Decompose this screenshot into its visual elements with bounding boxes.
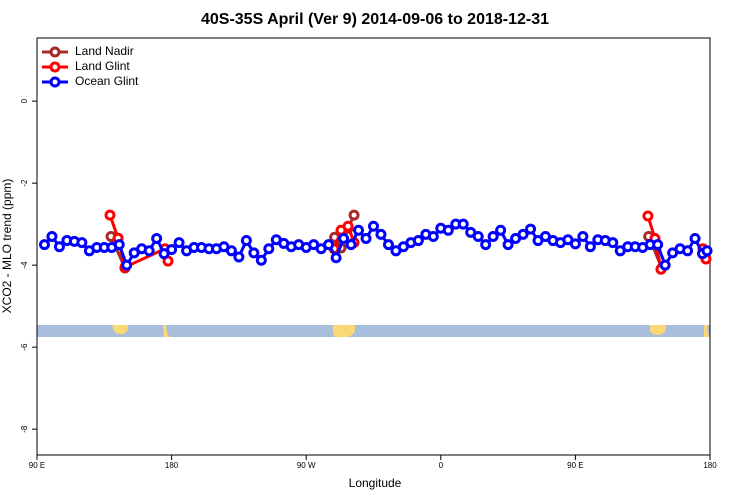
data-point [166,244,178,256]
legend-label: Ocean Glint [75,74,139,88]
land-patch [650,325,666,335]
data-point [442,224,454,236]
legend-label: Land Glint [75,59,130,73]
data-point [382,239,394,251]
data-point [338,233,350,245]
data-point [480,239,492,251]
data-point [345,239,357,251]
data-point [248,247,260,259]
y-tick-label: 0 [20,98,29,103]
data-point [121,259,133,271]
data-point [584,241,596,253]
data-point [330,252,342,264]
x-tick-label: 90 W [297,461,316,470]
y-tick-label: -8 [20,425,29,433]
data-point [659,259,671,271]
data-point [472,230,484,242]
data-point [143,245,155,257]
data-point [517,228,529,240]
data-point [342,220,354,232]
data-point [502,239,514,251]
data-point [577,230,589,242]
legend-label: Land Nadir [75,44,134,58]
data-point [233,251,245,263]
y-tick-label: -2 [20,179,29,187]
data-point [53,241,65,253]
data-point [46,230,58,242]
x-tick-label: 90 E [29,461,45,470]
data-point [151,233,163,245]
data-point [457,218,469,230]
legend-marker [49,76,61,88]
data-point [255,254,267,266]
data-point [113,239,125,251]
data-point [225,245,237,257]
data-point [525,223,537,235]
data-point [427,230,439,242]
data-point [607,237,619,249]
x-tick-label: 180 [165,461,179,470]
data-point [487,230,499,242]
data-point [682,245,694,257]
chart-title: 40S-35S April (Ver 9) 2014-09-06 to 2018… [201,11,549,28]
data-point [569,238,581,250]
data-point [353,224,365,236]
land-patch [332,325,355,337]
x-tick-label: 0 [439,461,444,470]
data-point [173,237,185,249]
data-point [689,233,701,245]
x-tick-label: 90 E [567,461,583,470]
data-point [38,239,50,251]
data-point [76,237,88,249]
data-point [652,239,664,251]
x-axis-label: Longitude [349,476,402,490]
data-point [642,210,654,222]
y-tick-label: -6 [20,343,29,351]
y-tick-label: -4 [20,261,29,269]
land-mask [37,325,710,337]
data-point [412,235,424,247]
ocean-band [37,325,710,337]
land-patch [163,325,170,337]
land-patch [112,325,128,335]
data-point [104,209,116,221]
legend-marker [49,61,61,73]
data-point [323,239,335,251]
data-point [368,220,379,232]
y-axis-label: XCO2 - MLO trend (ppm) [0,179,14,314]
data-point [360,233,372,245]
data-point [240,235,252,247]
data-point [701,245,713,257]
x-tick-label: 180 [703,461,717,470]
data-point [495,224,507,236]
legend-marker [49,46,61,58]
data-point [375,228,387,240]
land-patch [704,325,710,337]
data-point [263,243,275,255]
data-point [348,209,360,221]
